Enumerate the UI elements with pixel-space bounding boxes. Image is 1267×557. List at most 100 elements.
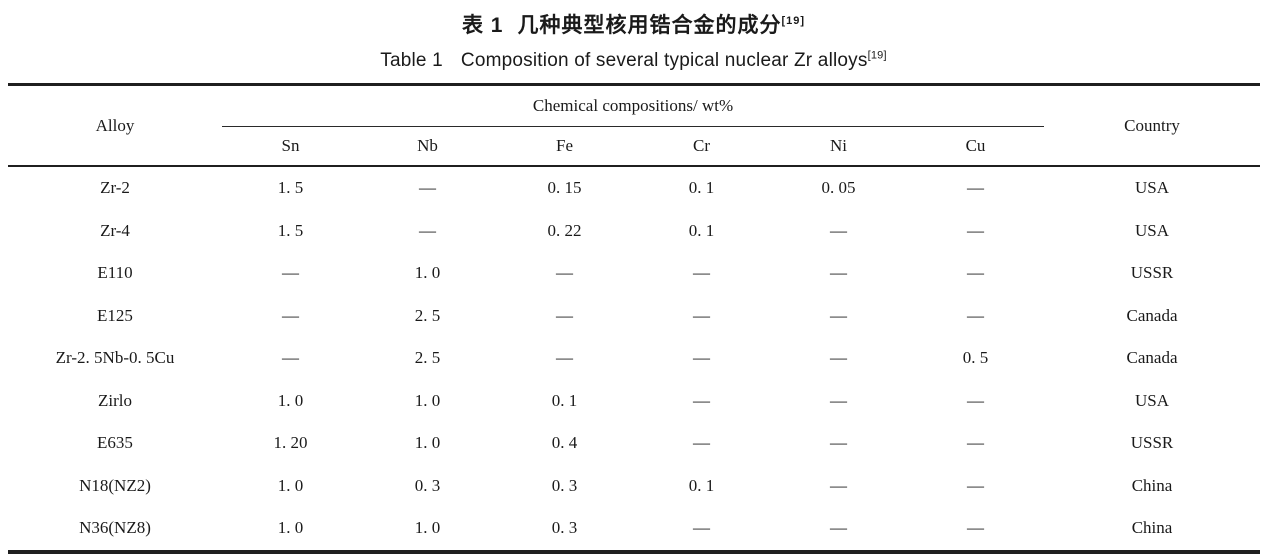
title-chinese-label: 表 1	[461, 14, 504, 37]
header-row-group: Alloy Chemical compositions/ wt% Country	[8, 84, 1260, 167]
table-row: E635 1. 20 1. 0 0. 4 — — — USSR	[8, 422, 1260, 465]
header-element-cu: Cu	[907, 126, 1045, 167]
composition-cell-cr: —	[693, 348, 710, 368]
alloy-cell: Zr-4	[100, 220, 130, 240]
header-chemical-compositions: Chemical compositions/ wt%	[222, 84, 1045, 127]
title-english-label: Table 1	[380, 50, 443, 71]
alloy-cell: Zirlo	[98, 390, 132, 410]
country-cell: China	[1131, 475, 1173, 495]
composition-cell-cr: 0. 1	[688, 475, 715, 495]
composition-cell-fe: —	[556, 263, 573, 283]
alloy-cell: Zr-2. 5Nb-0. 5Cu	[55, 348, 175, 368]
composition-cell-sn: —	[282, 263, 299, 283]
composition-cell-ni: —	[830, 518, 847, 538]
table-row: E125 — 2. 5 — — — — Canada	[8, 295, 1260, 338]
title-english-text: Composition of several typical nuclear Z…	[460, 50, 868, 71]
alloy-cell: E125	[97, 305, 133, 325]
composition-cell-cu: —	[967, 475, 985, 495]
composition-cell-sn: 1. 0	[277, 475, 304, 495]
composition-cell-ni: —	[830, 220, 847, 240]
composition-cell-cr: 0. 1	[688, 220, 715, 240]
composition-cell-sn: 1. 0	[277, 518, 304, 538]
composition-cell-sn: —	[282, 348, 299, 368]
composition-cell-ni: —	[830, 305, 847, 325]
country-cell: USA	[1135, 220, 1170, 240]
title-chinese: 表 1 几种典型核用锆合金的成分[19]	[0, 9, 1267, 39]
header-element-sn: Sn	[222, 126, 359, 167]
composition-cell-cr: —	[693, 433, 710, 453]
composition-cell-fe: 0. 15	[547, 178, 582, 198]
header-alloy: Alloy	[8, 84, 222, 167]
composition-cell-cu: —	[967, 305, 985, 325]
country-cell: USA	[1135, 390, 1170, 410]
title-chinese-reference: [19]	[781, 15, 806, 27]
header-row-elements: Sn Nb Fe Cr Ni Cu	[8, 126, 1260, 167]
header-element-nb: Nb	[359, 126, 496, 167]
composition-cell-nb: 1. 0	[414, 518, 441, 538]
alloy-cell: N36(NZ8)	[79, 518, 151, 538]
header-country: Country	[1044, 84, 1260, 167]
table-row: N36(NZ8) 1. 0 1. 0 0. 3 — — — China	[8, 507, 1260, 552]
country-cell: Canada	[1126, 305, 1178, 325]
composition-table-wrapper: Alloy Chemical compositions/ wt% Country…	[8, 83, 1260, 554]
composition-cell-cu: —	[967, 518, 985, 538]
composition-cell-fe: —	[556, 348, 573, 368]
alloy-cell: N18(NZ2)	[79, 475, 151, 495]
composition-cell-fe: 0. 1	[551, 390, 578, 410]
composition-cell-cu: —	[967, 263, 985, 283]
composition-cell-fe: —	[556, 305, 573, 325]
country-cell: Canada	[1126, 348, 1178, 368]
header-element-fe: Fe	[496, 126, 633, 167]
country-cell: China	[1131, 518, 1173, 538]
composition-cell-ni: —	[830, 433, 847, 453]
alloy-cell: E635	[97, 433, 133, 453]
composition-cell-sn: 1. 0	[277, 390, 304, 410]
table-row: Zirlo 1. 0 1. 0 0. 1 — — — USA	[8, 380, 1260, 423]
table-titles: 表 1 几种典型核用锆合金的成分[19] Table 1 Composition o…	[0, 0, 1267, 83]
composition-cell-nb: 0. 3	[414, 475, 441, 495]
composition-cell-fe: 0. 4	[551, 433, 578, 453]
alloy-cell: Zr-2	[100, 178, 130, 198]
composition-cell-fe: 0. 22	[547, 220, 582, 240]
composition-cell-ni: —	[830, 348, 847, 368]
table-row: Zr-2. 5Nb-0. 5Cu — 2. 5 — — — 0. 5 Canad…	[8, 337, 1260, 380]
composition-cell-nb: 1. 0	[414, 390, 441, 410]
composition-cell-ni: 0. 05	[821, 178, 856, 198]
composition-cell-sn: 1. 5	[277, 178, 304, 198]
composition-cell-cu: —	[967, 220, 985, 240]
composition-cell-cu: —	[967, 433, 985, 453]
composition-cell-sn: —	[282, 305, 299, 325]
composition-cell-cu: —	[967, 178, 985, 198]
composition-cell-cr: —	[693, 518, 710, 538]
composition-table: Alloy Chemical compositions/ wt% Country…	[8, 83, 1260, 554]
composition-cell-nb: —	[419, 178, 436, 198]
composition-cell-ni: —	[830, 263, 847, 283]
alloy-cell: E110	[97, 263, 133, 283]
composition-cell-nb: —	[419, 220, 436, 240]
title-english: Table 1 Composition of several typical nu…	[0, 50, 1267, 72]
title-english-reference: [19]	[867, 49, 887, 62]
composition-cell-cr: —	[693, 390, 710, 410]
composition-cell-cr: —	[693, 305, 710, 325]
composition-cell-cu: 0. 5	[962, 348, 989, 368]
composition-cell-cr: 0. 1	[688, 178, 715, 198]
country-cell: USSR	[1130, 433, 1174, 453]
composition-cell-nb: 1. 0	[414, 263, 441, 283]
composition-cell-nb: 2. 5	[414, 305, 441, 325]
composition-cell-cr: —	[693, 263, 710, 283]
title-chinese-text: 几种典型核用锆合金的成分	[517, 14, 782, 37]
composition-cell-nb: 1. 0	[414, 433, 441, 453]
country-cell: USA	[1135, 178, 1170, 198]
table-row: Zr-4 1. 5 — 0. 22 0. 1 — — USA	[8, 210, 1260, 253]
table-row: E110 — 1. 0 — — — — USSR	[8, 252, 1260, 295]
table-row: N18(NZ2) 1. 0 0. 3 0. 3 0. 1 — — China	[8, 465, 1260, 508]
composition-cell-sn: 1. 20	[273, 433, 308, 453]
composition-cell-nb: 2. 5	[414, 348, 441, 368]
composition-cell-sn: 1. 5	[277, 220, 304, 240]
table-row: Zr-2 1. 5 — 0. 15 0. 1 0. 05 — USA	[8, 166, 1260, 210]
composition-cell-ni: —	[830, 390, 847, 410]
composition-cell-cu: —	[967, 390, 985, 410]
header-element-ni: Ni	[770, 126, 907, 167]
composition-cell-fe: 0. 3	[551, 518, 578, 538]
header-element-cr: Cr	[633, 126, 770, 167]
